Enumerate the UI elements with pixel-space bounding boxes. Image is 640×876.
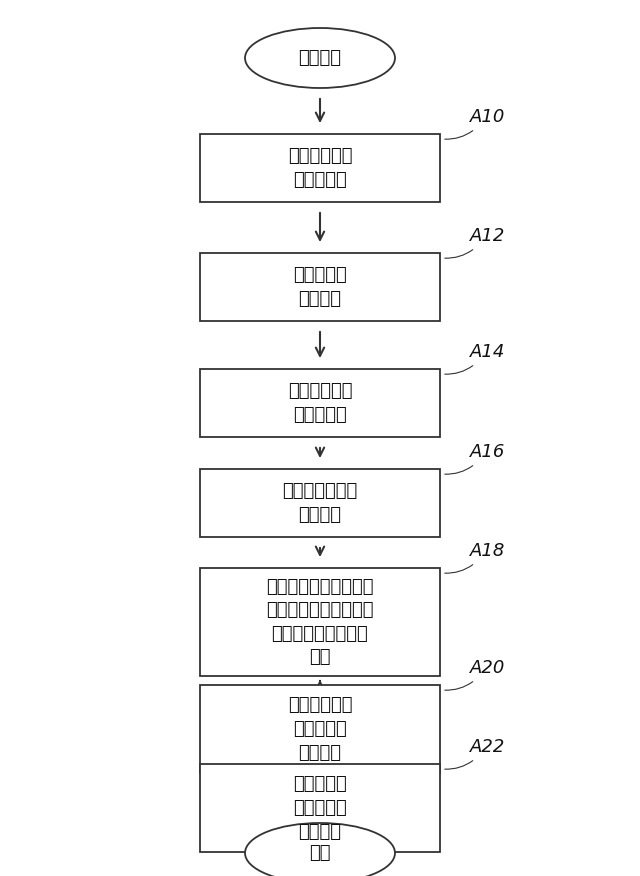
Text: 不平衡回路を
無効にする: 不平衡回路を 無効にする: [288, 382, 352, 424]
Bar: [200, 764, 440, 852]
Text: 不平衡回路を
有効にする: 不平衡回路を 有効にする: [288, 147, 352, 189]
Text: 終了: 終了: [309, 844, 331, 862]
Bar: [200, 568, 440, 676]
Text: バッテリ電圧を
測定する: バッテリ電圧を 測定する: [282, 482, 358, 524]
FancyArrowPatch shape: [445, 466, 473, 474]
FancyArrowPatch shape: [445, 365, 473, 374]
Text: A16: A16: [470, 443, 506, 461]
Ellipse shape: [245, 823, 395, 876]
Text: A12: A12: [470, 227, 506, 245]
Text: A18: A18: [470, 542, 506, 560]
Ellipse shape: [245, 28, 395, 88]
FancyArrowPatch shape: [445, 250, 473, 258]
FancyArrowPatch shape: [445, 682, 473, 690]
Text: A20: A20: [470, 659, 506, 677]
FancyArrowPatch shape: [445, 760, 473, 769]
FancyArrowPatch shape: [445, 131, 473, 139]
Text: A22: A22: [470, 738, 506, 756]
Bar: [200, 369, 440, 437]
Text: 既知抗抗が接続された
端子とは反対側の端子
から端子電圧を読み
取る: 既知抗抗が接続された 端子とは反対側の端子 から端子電圧を読み 取る: [266, 577, 374, 667]
FancyArrowPatch shape: [445, 565, 473, 573]
Text: スタート: スタート: [298, 49, 342, 67]
Bar: [200, 685, 440, 773]
Bar: [200, 253, 440, 321]
Text: A14: A14: [470, 343, 506, 361]
Bar: [200, 469, 440, 537]
Text: 個々の端子の
絶縁抗抗を
測定する: 個々の端子の 絶縁抗抗を 測定する: [288, 696, 352, 761]
Text: バッテリの
絶縁抗抗を
測定する: バッテリの 絶縁抗抗を 測定する: [293, 775, 347, 841]
Bar: [200, 134, 440, 202]
Text: 端子電圧を
読み取る: 端子電圧を 読み取る: [293, 266, 347, 307]
Text: A10: A10: [470, 108, 506, 126]
